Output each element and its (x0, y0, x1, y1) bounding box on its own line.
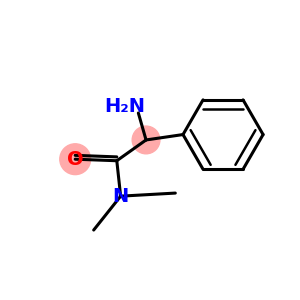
Circle shape (132, 126, 160, 154)
Text: O: O (67, 150, 83, 169)
Circle shape (60, 144, 91, 175)
Text: N: N (112, 187, 129, 206)
Text: H₂N: H₂N (104, 97, 145, 116)
